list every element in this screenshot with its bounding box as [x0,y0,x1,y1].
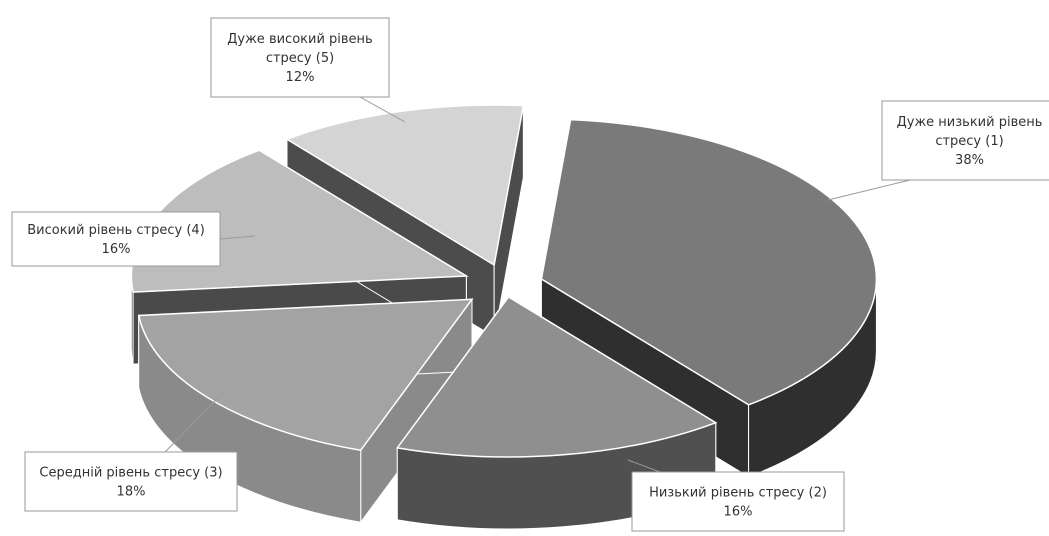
data-label-value-1: 38% [955,153,984,168]
data-label-box-4 [11,211,221,267]
data-label-2: Низький рівень стресу (2) 16% [627,459,845,532]
data-label-3: Середній рівень стресу (3) 18% [24,397,238,512]
pie-slice-3 [137,297,474,524]
data-label-text-2-1: Низький рівень стресу (2) [649,486,827,501]
pie-slice-2-top [395,295,718,458]
data-label-box-3 [24,451,238,512]
data-label-box-5 [210,17,390,98]
leader-line-4 [219,235,256,240]
data-label-callouts: Дуже низький рівень стресу (1) 38% Низький … [11,17,1049,532]
data-label-text-1-1: Дуже низький рівень [897,115,1043,130]
data-label-text-3-1: Середній рівень стресу (3) [39,466,222,481]
data-label-text-5-2: стресу (5) [266,51,334,66]
pie-slices-front [130,104,878,530]
data-label-value-3: 18% [117,485,146,500]
data-label-value-2: 16% [724,505,753,520]
leader-line-1 [827,179,911,201]
data-label-box-1 [881,100,1049,181]
data-label-5: Дуже високий рівень стресу (5) 12% [210,17,406,123]
pie-slice-1-top [540,118,878,406]
pie-slice-3-top [137,298,474,452]
data-label-1: Дуже низький рівень стресу (1) 38% [827,100,1049,201]
leader-line-5 [359,96,406,123]
data-label-value-5: 12% [286,70,315,85]
data-label-text-5-1: Дуже високий рівень [227,32,372,47]
data-label-text-1-2: стресу (1) [935,134,1003,149]
data-label-4: Високий рівень стресу (4) 16% [11,211,256,267]
leader-line-3 [164,397,219,453]
data-label-text-4-1: Високий рівень стресу (4) [27,223,205,238]
leader-line-2 [627,459,661,473]
pie-slice-5-top [285,104,525,267]
data-label-box-2 [631,471,845,532]
data-label-value-4: 16% [102,242,131,257]
